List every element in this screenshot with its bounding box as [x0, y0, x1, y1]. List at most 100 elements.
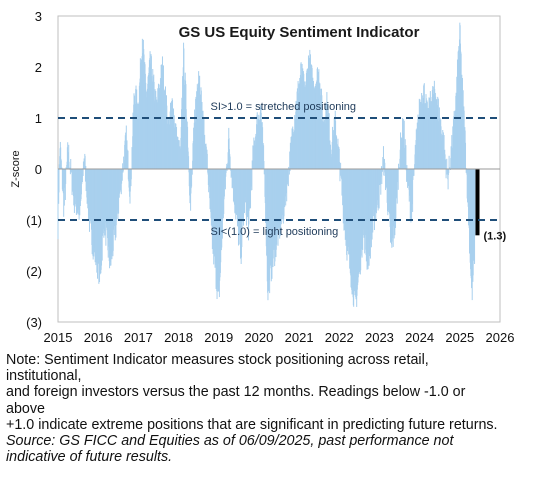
x-tick-label: 2016: [84, 330, 113, 345]
y-tick-label: 2: [35, 60, 42, 75]
x-tick-label: 2019: [204, 330, 233, 345]
data-bar: [406, 165, 408, 169]
chart-title: GS US Equity Sentiment Indicator: [179, 24, 420, 41]
y-tick-label: 1: [35, 111, 42, 126]
data-bar: [263, 145, 265, 169]
data-bar: [445, 169, 447, 179]
data-bar: [122, 169, 124, 172]
data-bar: [203, 119, 205, 169]
data-bar: [226, 169, 228, 171]
data-bar: [380, 169, 382, 195]
data-bar: [191, 169, 193, 187]
data-bar: [58, 169, 60, 193]
source-line: indicative of future results.: [6, 449, 173, 466]
data-bar: [121, 169, 123, 184]
data-bar: [407, 169, 409, 188]
data-bar: [338, 148, 340, 169]
data-bar: [381, 169, 383, 184]
data-bar: [384, 162, 386, 169]
data-bar: [413, 169, 415, 176]
data-bar: [445, 159, 447, 169]
data-bar: [448, 169, 450, 174]
data-bar: [224, 169, 226, 190]
x-tick-label: 2026: [486, 330, 515, 345]
data-bar: [65, 169, 67, 184]
note-line: Note: Sentiment Indicator measures stock…: [6, 352, 429, 368]
data-bar: [340, 162, 342, 169]
data-bar: [65, 167, 67, 169]
x-tick-label: 2023: [365, 330, 394, 345]
data-bar: [204, 143, 206, 169]
data-bar: [380, 169, 382, 177]
x-tick-label: 2020: [244, 330, 273, 345]
data-bar: [176, 127, 178, 169]
data-bar: [287, 169, 289, 187]
y-axis-label: Z-score: [10, 150, 22, 187]
data-bar: [289, 169, 291, 172]
note-line: +1.0 indicate extreme positions that are…: [6, 416, 498, 433]
data-bar: [60, 147, 62, 169]
x-tick-label: 2021: [285, 330, 314, 345]
latest-value-label: (1.3): [483, 230, 506, 242]
x-tick-label: 2015: [44, 330, 73, 345]
data-bar: [57, 169, 59, 240]
data-bar: [465, 142, 467, 169]
data-bar: [378, 169, 380, 209]
data-bar: [86, 169, 88, 204]
x-tick-label: 2022: [325, 330, 354, 345]
note-line: institutional,: [6, 368, 82, 385]
data-bar: [69, 169, 71, 175]
data-bar: [205, 146, 207, 169]
data-bar: [396, 169, 398, 204]
data-bar: [223, 169, 225, 197]
data-bar: [251, 169, 253, 191]
data-bar: [226, 163, 228, 169]
data-bar: [60, 160, 62, 169]
data-bar: [443, 135, 445, 169]
data-bar: [85, 165, 87, 169]
data-bar: [288, 166, 290, 169]
data-bar: [286, 169, 288, 184]
data-bar: [286, 169, 288, 202]
y-tick-label: 0: [35, 162, 42, 177]
data-bar: [328, 113, 330, 169]
data-bar: [70, 159, 72, 169]
x-tick-label: 2025: [445, 330, 474, 345]
data-bar: [339, 161, 341, 169]
data-bar: [225, 169, 227, 173]
data-bar: [289, 151, 291, 169]
data-bar: [70, 169, 72, 171]
chart-container: SI>1.0 = stretched positioning SI<(1.0) =…: [10, 9, 515, 345]
data-bar: [202, 118, 204, 169]
data-bar: [451, 135, 453, 169]
x-tick-label: 2018: [164, 330, 193, 345]
latest-value-bar: [475, 169, 480, 236]
data-bar: [68, 144, 70, 169]
data-bar: [188, 156, 190, 169]
data-bar: [474, 169, 476, 236]
data-bar: [284, 169, 286, 208]
data-bar: [229, 156, 231, 169]
data-bar: [446, 158, 448, 169]
data-bar: [405, 145, 407, 169]
note-line: and foreign investors versus the past 12…: [6, 384, 466, 401]
data-bar: [81, 169, 83, 183]
data-bar: [232, 169, 234, 202]
data-bar: [61, 167, 63, 169]
data-bar: [380, 166, 382, 169]
data-bar: [129, 169, 131, 192]
data-bar: [403, 120, 405, 169]
data-bar: [84, 155, 86, 169]
data-bar: [208, 169, 210, 193]
data-bar: [383, 169, 385, 176]
data-bar: [449, 167, 451, 169]
reference-label: SI<(1.0) = light positioning: [210, 226, 338, 238]
y-tick-label: (2): [26, 264, 42, 279]
data-bar: [123, 160, 125, 169]
x-tick-label: 2024: [405, 330, 434, 345]
data-bar: [379, 169, 381, 185]
data-bar: [69, 167, 71, 169]
source-line: Source: GS FICC and Equities as of 06/09…: [6, 433, 454, 450]
data-bar: [406, 169, 408, 182]
data-bar: [252, 145, 254, 169]
